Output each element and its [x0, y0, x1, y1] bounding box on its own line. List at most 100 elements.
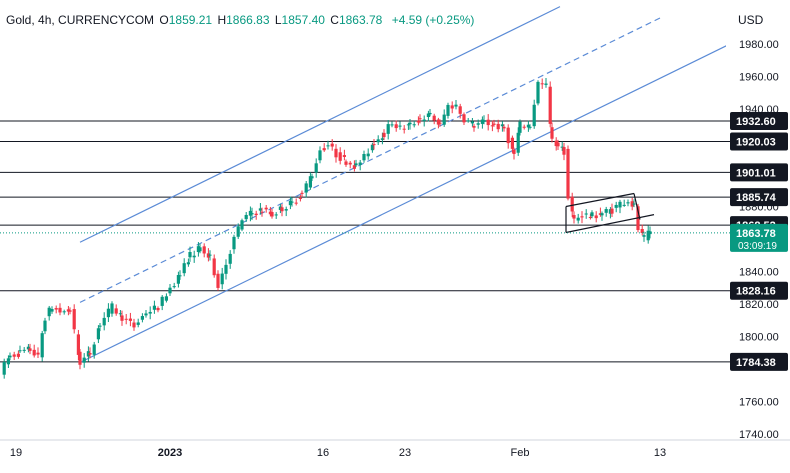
candle-body — [62, 311, 66, 313]
bar-countdown-label: 03:09:19 — [738, 241, 777, 252]
candle-body — [526, 124, 530, 128]
candle-body — [372, 144, 376, 146]
candle-body — [240, 220, 244, 230]
candle-body — [476, 123, 480, 125]
candle-body — [594, 215, 598, 219]
candle-body — [482, 120, 486, 122]
candle-body — [236, 226, 240, 237]
candle-body — [342, 155, 346, 157]
candle-body — [618, 201, 622, 208]
candle-body — [47, 307, 51, 317]
candle-body — [472, 126, 476, 128]
price-level-tag — [730, 352, 788, 371]
channel-median-line — [79, 17, 661, 303]
y-tick-label: 1980.00 — [739, 39, 779, 51]
candle-body — [40, 333, 44, 358]
y-tick-label: 1740.00 — [739, 429, 779, 441]
price-level-tag — [730, 132, 788, 151]
candle-body — [442, 114, 446, 125]
candle-body — [500, 124, 504, 127]
candle-body — [8, 355, 12, 358]
candle-body — [516, 132, 520, 153]
candle-body — [304, 183, 308, 193]
candle-body — [344, 161, 348, 165]
candle-body — [22, 349, 26, 351]
candle-body — [188, 252, 192, 258]
price-level-label: 1901.01 — [736, 167, 776, 179]
y-tick-label: 1840.00 — [739, 267, 779, 279]
candle-body — [54, 308, 58, 310]
candle-body — [43, 320, 47, 332]
high-label: H — [217, 13, 227, 27]
candle-body — [118, 313, 122, 315]
change-value: +4.59 (+0.25%) — [391, 13, 475, 27]
y-tick-label: 1800.00 — [739, 332, 779, 344]
candle-body — [202, 246, 206, 254]
candle-body — [426, 113, 430, 118]
candle-body — [326, 145, 330, 147]
y-tick-label: 1820.00 — [739, 299, 779, 311]
candle-body — [164, 296, 168, 301]
candle-body — [270, 212, 274, 217]
candle-body — [562, 147, 566, 155]
open-label: O — [159, 13, 169, 27]
candle-body — [140, 316, 144, 320]
candle-body — [366, 153, 370, 157]
candle-body — [82, 357, 86, 363]
candle-body — [284, 209, 288, 211]
candle-body — [380, 138, 384, 140]
candle-body — [156, 308, 160, 311]
candle-body — [550, 127, 554, 139]
candle-body — [6, 358, 10, 365]
candle-body — [172, 286, 176, 288]
candle-body — [422, 119, 426, 121]
candle-body — [648, 231, 652, 235]
candle-body — [532, 104, 536, 127]
candle-body — [436, 119, 440, 125]
candle-body — [454, 104, 458, 107]
candle-body — [570, 196, 574, 212]
candle-body — [36, 352, 40, 355]
candle-body — [198, 247, 202, 252]
candle-body — [16, 353, 20, 357]
candle-body — [554, 140, 558, 147]
candle-body — [148, 311, 152, 314]
candle-body — [446, 104, 450, 116]
candle-body — [466, 120, 470, 122]
candle-body — [418, 118, 422, 120]
candle-body — [386, 124, 390, 134]
candle-body — [32, 349, 36, 356]
candle-body — [120, 315, 124, 321]
symbol-label: Gold, 4h, CURRENCYCOM — [6, 13, 155, 27]
candle-body — [192, 255, 196, 258]
x-tick-label: 19 — [10, 447, 22, 459]
candle-body — [432, 115, 436, 121]
candle-body — [288, 200, 292, 206]
candle-body — [406, 124, 410, 126]
price-level-label: 1828.16 — [736, 286, 776, 298]
candle-body — [318, 150, 322, 161]
candle-body — [622, 204, 626, 206]
candle-body — [58, 307, 62, 313]
candle-body — [604, 209, 608, 213]
candle-body — [290, 201, 294, 203]
channel-lower-line — [79, 45, 726, 364]
candle-body — [528, 126, 532, 128]
candle-body — [540, 83, 544, 85]
candle-body — [128, 318, 132, 321]
candle-body — [160, 296, 164, 306]
price-level-tag — [730, 112, 788, 131]
y-tick-label: 1960.00 — [739, 72, 779, 84]
candle-body — [518, 121, 522, 133]
x-tick-label: Feb — [511, 447, 530, 459]
candle-body — [408, 122, 412, 125]
current-price-label: 1863.78 — [736, 228, 776, 240]
candle-body — [310, 176, 314, 179]
candle-body — [450, 105, 454, 109]
price-level-label: 1885.74 — [736, 192, 777, 204]
candle-body — [260, 211, 264, 213]
candle-body — [308, 176, 312, 188]
candle-body — [330, 143, 334, 147]
